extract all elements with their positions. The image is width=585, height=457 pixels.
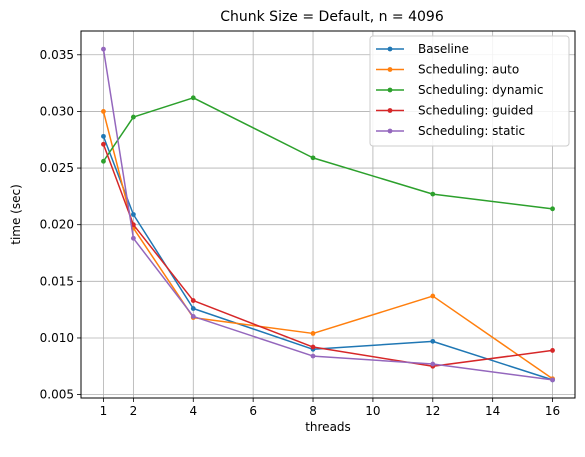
legend-item: Scheduling: auto xyxy=(376,63,519,77)
data-point xyxy=(430,191,436,197)
data-point xyxy=(430,361,436,367)
x-tick-label: 2 xyxy=(130,404,138,418)
legend-item: Scheduling: static xyxy=(376,124,525,138)
x-tick-label: 12 xyxy=(425,404,440,418)
series-layer xyxy=(101,46,555,383)
data-point xyxy=(130,114,136,120)
data-point xyxy=(310,331,316,336)
series-line xyxy=(102,97,553,210)
data-point xyxy=(430,338,436,344)
data-point xyxy=(550,377,555,383)
data-point xyxy=(310,155,316,161)
data-point xyxy=(310,353,316,359)
data-point xyxy=(190,314,196,319)
series-scheduling-dynamic xyxy=(101,95,555,212)
x-tick-label: 16 xyxy=(545,404,560,418)
y-tick-label: 0.010 xyxy=(40,331,74,345)
y-tick-label: 0.035 xyxy=(40,48,74,62)
data-point xyxy=(190,298,196,303)
y-tick-label: 0.030 xyxy=(40,104,74,118)
x-tick-label: 8 xyxy=(309,404,317,418)
plot-area-frame xyxy=(80,30,576,399)
data-point xyxy=(190,306,196,311)
data-point xyxy=(101,158,106,164)
y-tick-label: 0.020 xyxy=(40,218,74,232)
data-point xyxy=(101,133,106,139)
legend-marker xyxy=(387,46,393,52)
legend-item: Scheduling: guided xyxy=(376,104,533,118)
axes: 1 2 4 6 8 10 12 14 160.0050.0100.0150.0200.0250.… xyxy=(40,48,561,418)
data-point xyxy=(550,206,555,212)
x-tick-label: 14 xyxy=(485,404,500,418)
y-tick-label: 0.025 xyxy=(40,161,74,175)
y-tick-label: 0.015 xyxy=(40,274,74,288)
x-tick-label: 4 xyxy=(189,404,197,418)
series-line xyxy=(102,136,553,381)
legend-item: Scheduling: dynamic xyxy=(376,83,543,97)
x-tick-label: 10 xyxy=(365,404,380,418)
legend-marker xyxy=(387,67,393,72)
series-baseline xyxy=(101,133,555,383)
data-point xyxy=(101,109,106,114)
legend-marker xyxy=(387,128,393,134)
chart-title: Chunk Size = Default, n = 4096 xyxy=(220,9,444,25)
x-axis-label: threads xyxy=(305,420,351,434)
y-tick-label: 0.005 xyxy=(40,388,74,402)
series-line xyxy=(102,49,553,381)
series-scheduling-auto xyxy=(101,109,555,382)
series-line xyxy=(102,111,553,380)
legend-label: Scheduling: dynamic xyxy=(418,83,543,97)
series-scheduling-static xyxy=(101,46,555,383)
data-point xyxy=(101,141,106,147)
legend-label: Scheduling: static xyxy=(418,124,525,138)
data-point xyxy=(101,46,106,52)
x-tick-label: 6 xyxy=(249,404,257,418)
legend-label: Scheduling: guided xyxy=(418,104,533,118)
data-point xyxy=(310,344,316,350)
legend-box xyxy=(369,35,570,147)
y-axis-label: time (sec) xyxy=(9,184,23,245)
legend-label: Baseline xyxy=(418,42,469,56)
data-point xyxy=(130,212,136,217)
series-scheduling-guided xyxy=(101,141,555,369)
legend: Baseline Scheduling: auto Scheduling: dyna… xyxy=(369,35,570,147)
legend-marker xyxy=(387,108,393,113)
legend-item: Baseline xyxy=(376,42,469,56)
data-point xyxy=(550,348,555,353)
legend-label: Scheduling: auto xyxy=(418,63,519,77)
legend-marker xyxy=(387,87,393,93)
data-point xyxy=(190,95,196,101)
data-point xyxy=(130,222,136,228)
data-point xyxy=(430,293,436,299)
data-point xyxy=(130,235,136,241)
x-tick-label: 1 xyxy=(100,404,108,418)
